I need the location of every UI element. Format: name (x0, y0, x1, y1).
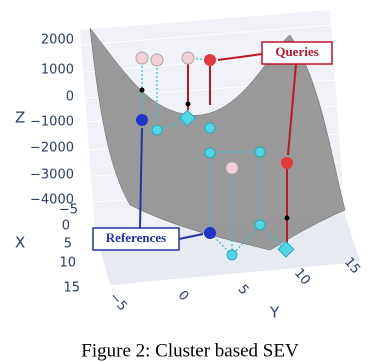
tick-label: −5 (59, 203, 78, 218)
tick-label: 0 (66, 90, 74, 105)
tick-label: −1000 (30, 115, 74, 130)
references-note: References (92, 127, 204, 251)
annotation: Queries (275, 44, 318, 59)
tick-label: 0 (62, 219, 70, 234)
tick-label: 5 (235, 282, 252, 298)
tick-label: −5 (106, 290, 130, 314)
tick-label: 15 (63, 281, 80, 296)
caption: Figure 2: Cluster based SEV (81, 340, 299, 361)
tick-label: 10 (291, 266, 313, 288)
tick-label: 1000 (41, 63, 74, 78)
tick-label: 10 (59, 256, 76, 271)
tick-label: −2000 (30, 141, 74, 156)
tick-label: 5 (64, 237, 72, 252)
tick-label: 0 (175, 288, 192, 304)
tick-label: −4000 (30, 193, 74, 208)
tick-label: −3000 (30, 168, 74, 183)
annotation: References (106, 230, 166, 245)
tick-label: 2000 (41, 33, 74, 48)
axis-label: Z (15, 109, 25, 127)
axis-label: X (15, 234, 25, 252)
axis-label: Y (269, 304, 280, 322)
points (135, 51, 295, 261)
queries-note: Queries (217, 41, 333, 156)
